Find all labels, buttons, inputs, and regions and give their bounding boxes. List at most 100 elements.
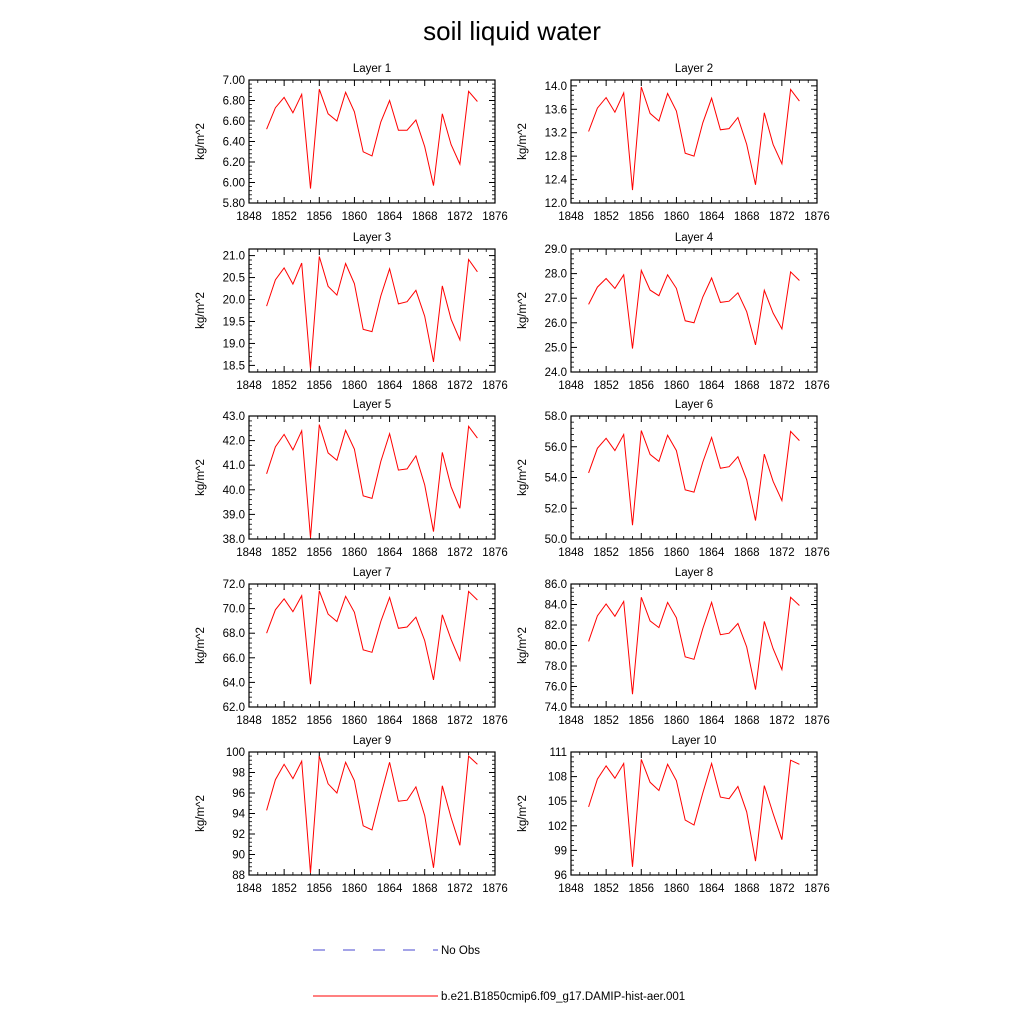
panel-10-x-tick-label: 1852 <box>593 883 619 895</box>
panel-4-y-tick-label: 29.0 <box>545 244 567 256</box>
panel-10: Layer 10 kg/m^2 1848 1852 1856 1860 1864 1868 18… <box>517 735 830 895</box>
panel-2-y-tick-label: 14.0 <box>545 81 567 93</box>
panel-9-y-tick-label: 94 <box>232 809 245 821</box>
panel-6-series-line <box>588 430 800 526</box>
panel-7-y-tick-label: 66.0 <box>223 653 245 665</box>
panel-9-y-tick-label: 90 <box>232 850 245 862</box>
panel-3-x-tick-label: 1868 <box>412 380 438 392</box>
panel-1-y-tick-label: 6.40 <box>223 137 245 149</box>
panel-grid: Layer 1 kg/m^2 1848 1852 1856 1860 1864 1868 187… <box>195 63 830 895</box>
panel-8-x-tick-label: 1856 <box>628 715 654 727</box>
panel-1-x-tick-label: 1860 <box>342 211 368 223</box>
panel-2-x-tick-label: 1868 <box>734 211 760 223</box>
panel-6-x-tick-label: 1864 <box>699 547 725 559</box>
panel-3-y-tick-label: 21.0 <box>223 251 245 263</box>
panel-10-frame <box>570 751 818 876</box>
panel-3-x-tick-label: 1872 <box>447 380 473 392</box>
panel-4-x-tick-label: 1856 <box>628 380 654 392</box>
panel-4-x-tick-label: 1872 <box>769 380 795 392</box>
panel-5-x-tick-label: 1852 <box>271 547 297 559</box>
panel-1-x-tick-label: 1868 <box>412 211 438 223</box>
panel-9-y-tick-label: 88 <box>232 870 245 882</box>
panel-8-y-tick-label: 74.0 <box>545 702 567 714</box>
panel-6-y-tick-label: 56.0 <box>545 442 567 454</box>
panel-3-frame <box>248 248 496 373</box>
panel-2-x-tick-label: 1872 <box>769 211 795 223</box>
panel-8-title: Layer 8 <box>675 567 713 579</box>
panel-1-y-tick-label: 7.00 <box>223 75 245 87</box>
panel-5-y-tick-label: 38.0 <box>223 534 245 546</box>
panel-1-y-tick-label: 6.00 <box>223 178 245 190</box>
panel-6-x-tick-label: 1876 <box>804 547 830 559</box>
panel-7-y-tick-label: 72.0 <box>223 579 245 591</box>
panel-4-x-tick-label: 1848 <box>558 380 584 392</box>
panel-9-x-tick-label: 1856 <box>306 883 332 895</box>
panel-8-series-line <box>588 596 800 695</box>
panel-5-y-axis-label: kg/m^2 <box>195 459 207 496</box>
panel-3-y-tick-label: 20.5 <box>223 273 245 285</box>
panel-8: Layer 8 kg/m^2 1848 1852 1856 1860 1864 1868 187… <box>517 567 830 727</box>
panel-5-x-tick-label: 1876 <box>482 547 508 559</box>
panel-9-x-tick-label: 1872 <box>447 883 473 895</box>
panel-1-x-tick-label: 1852 <box>271 211 297 223</box>
panel-1-y-tick-label: 6.20 <box>223 157 245 169</box>
panel-6-title: Layer 6 <box>675 399 713 411</box>
panel-6-x-tick-label: 1860 <box>664 547 690 559</box>
panel-5-y-tick-label: 41.0 <box>223 460 245 472</box>
panel-4-y-tick-label: 27.0 <box>545 293 567 305</box>
panel-1-frame <box>248 79 496 204</box>
panel-4-y-tick-label: 25.0 <box>545 342 567 354</box>
panel-10-y-tick-label: 105 <box>548 796 567 808</box>
panel-10-y-axis-label: kg/m^2 <box>517 795 529 832</box>
panel-2-y-tick-label: 13.6 <box>545 104 567 116</box>
panel-6-y-tick-label: 52.0 <box>545 503 567 515</box>
panel-5-title: Layer 5 <box>353 399 391 411</box>
panel-3-series-line <box>266 256 478 369</box>
panel-7-title: Layer 7 <box>353 567 391 579</box>
panel-5-x-tick-label: 1856 <box>306 547 332 559</box>
panel-8-frame <box>570 583 818 708</box>
panel-1-x-tick-label: 1872 <box>447 211 473 223</box>
panel-10-y-tick-label: 108 <box>548 772 567 784</box>
panel-4-title: Layer 4 <box>675 232 714 244</box>
panel-9-x-tick-label: 1848 <box>236 883 262 895</box>
panel-1-y-tick-label: 5.80 <box>223 198 245 210</box>
panel-5: Layer 5 kg/m^2 1848 1852 1856 1860 1864 1868 187… <box>195 399 508 559</box>
panel-2-x-tick-label: 1852 <box>593 211 619 223</box>
panel-10-y-tick-label: 111 <box>550 747 567 759</box>
panel-6: Layer 6 kg/m^2 1848 1852 1856 1860 1864 1868 187… <box>517 399 830 559</box>
panel-4-y-tick-label: 26.0 <box>545 318 567 330</box>
panel-6-x-tick-label: 1856 <box>628 547 654 559</box>
panel-6-y-axis-label: kg/m^2 <box>517 459 529 496</box>
panel-7-x-tick-label: 1852 <box>271 715 297 727</box>
panel-1-x-tick-label: 1848 <box>236 211 262 223</box>
panel-8-x-tick-label: 1848 <box>558 715 584 727</box>
panel-8-x-tick-label: 1872 <box>769 715 795 727</box>
panel-6-y-tick-label: 50.0 <box>545 534 567 546</box>
panel-2-y-tick-label: 12.4 <box>545 175 568 187</box>
panel-5-x-tick-label: 1864 <box>377 547 403 559</box>
panel-3-x-tick-label: 1856 <box>306 380 332 392</box>
panel-2-x-tick-label: 1860 <box>664 211 690 223</box>
panel-7: Layer 7 kg/m^2 1848 1852 1856 1860 1864 1868 187… <box>195 567 508 727</box>
panel-9-x-tick-label: 1876 <box>482 883 508 895</box>
panel-8-y-tick-label: 84.0 <box>545 600 567 612</box>
panel-10-x-tick-label: 1848 <box>558 883 584 895</box>
panel-1-x-tick-label: 1856 <box>306 211 332 223</box>
panel-1-x-tick-label: 1864 <box>377 211 403 223</box>
panel-10-x-tick-label: 1876 <box>804 883 830 895</box>
panel-10-x-tick-label: 1872 <box>769 883 795 895</box>
panel-2: Layer 2 kg/m^2 1848 1852 1856 1860 1864 1868 187… <box>517 63 830 223</box>
panel-5-y-tick-label: 40.0 <box>223 485 245 497</box>
panel-2-y-axis-label: kg/m^2 <box>517 123 529 160</box>
panel-2-x-tick-label: 1864 <box>699 211 725 223</box>
panel-6-x-tick-label: 1868 <box>734 547 760 559</box>
panel-3-x-tick-label: 1852 <box>271 380 297 392</box>
panel-7-x-tick-label: 1872 <box>447 715 473 727</box>
panel-4-x-tick-label: 1864 <box>699 380 725 392</box>
panel-1-y-tick-label: 6.60 <box>223 116 245 128</box>
panel-8-y-tick-label: 76.0 <box>545 682 567 694</box>
panel-1-series-line <box>266 89 478 189</box>
panel-7-y-tick-label: 64.0 <box>223 677 245 689</box>
